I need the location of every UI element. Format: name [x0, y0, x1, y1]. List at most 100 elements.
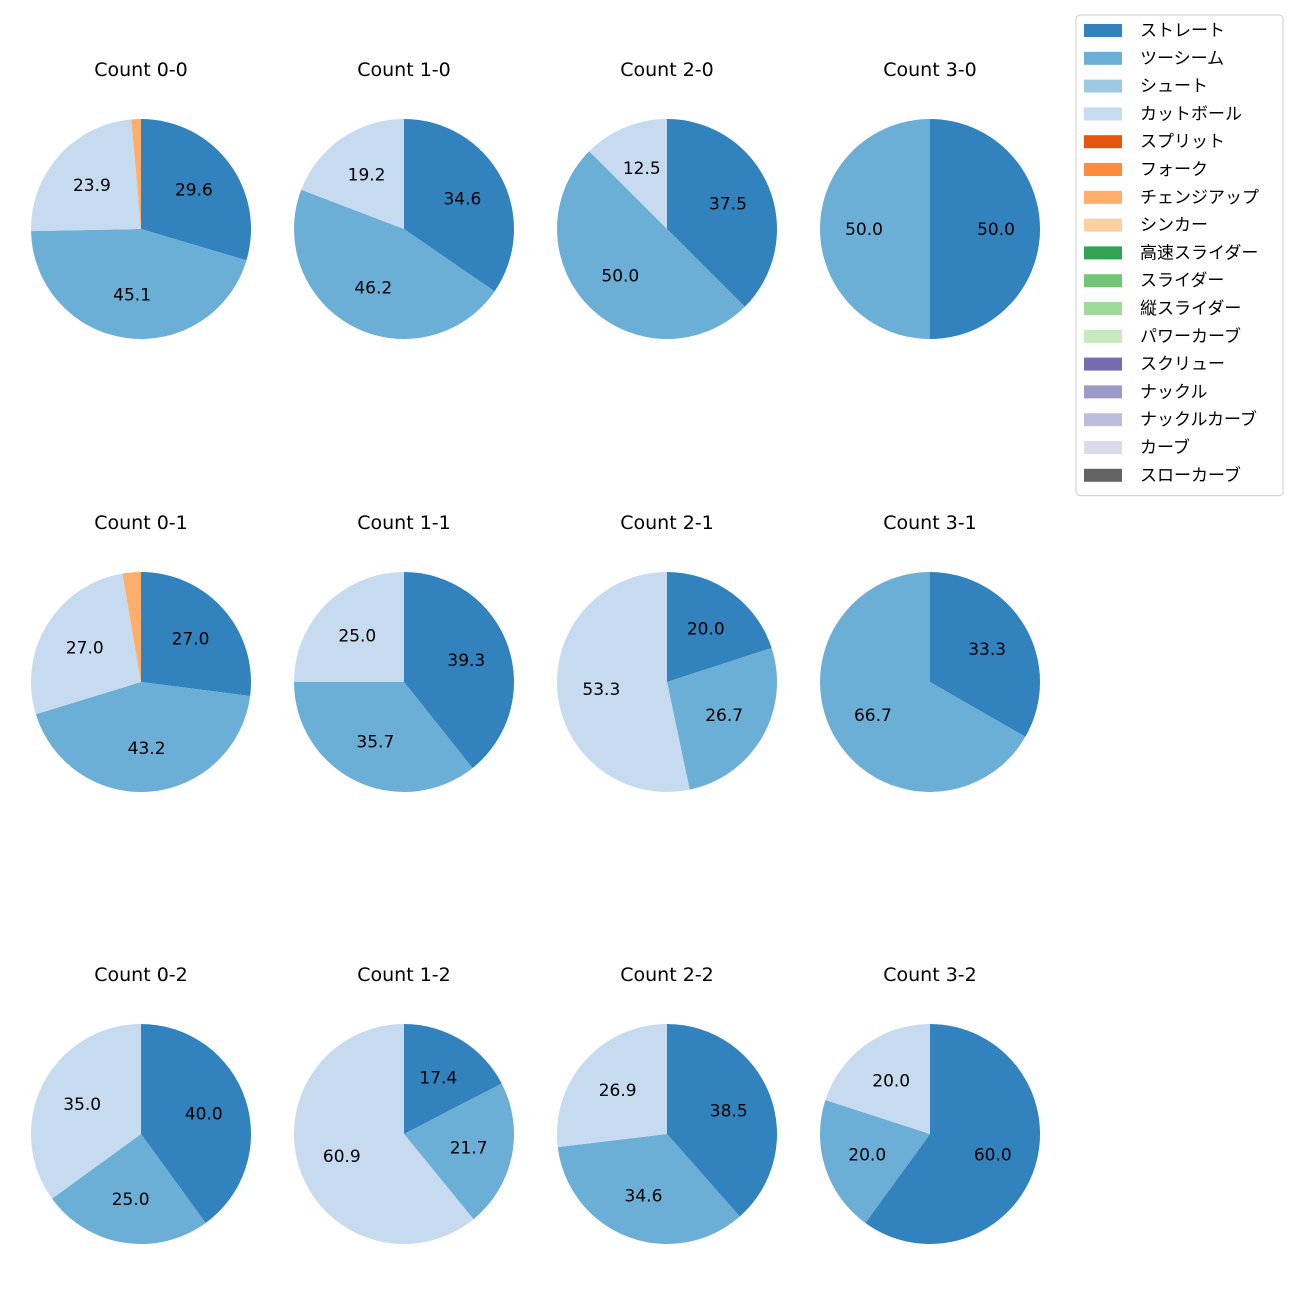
- legend-swatch: [1084, 329, 1122, 343]
- legend-swatch: [1084, 385, 1122, 399]
- pie-slice: [820, 1100, 930, 1223]
- legend-item: 高速スライダー: [1084, 243, 1258, 263]
- legend-label: チェンジアップ: [1140, 188, 1259, 208]
- pie-slice: [131, 119, 141, 229]
- legend-swatch: [1084, 79, 1122, 93]
- pie-slice: [667, 1024, 777, 1217]
- legend-swatch: [1084, 107, 1122, 121]
- legend-swatch: [1084, 441, 1122, 454]
- legend-swatch: [1084, 413, 1122, 427]
- legend-swatch: [1084, 190, 1122, 204]
- pie-6: Count 1-1 39.3 35.7 25.0: [294, 512, 514, 792]
- legend-label: パワーカーブ: [1140, 326, 1241, 347]
- legend-label: ナックル: [1140, 382, 1208, 402]
- pie-title: Count 0-2: [94, 964, 188, 986]
- legend-item: スライダー: [1084, 271, 1224, 291]
- pie-slice: [930, 119, 1040, 339]
- slice-label: 27.0: [172, 629, 210, 649]
- legend-item: フォーク: [1084, 160, 1208, 180]
- slice-label: 27.0: [66, 638, 104, 658]
- slice-label: 33.3: [968, 640, 1006, 660]
- pie-4: Count 3-0 50.0 50.0: [820, 59, 1040, 339]
- pie-slice: [556, 572, 690, 793]
- pie-slice: [52, 1134, 206, 1244]
- pie-slice: [865, 1024, 1040, 1244]
- pie-slice: [31, 1023, 142, 1199]
- legend-label: スクリュー: [1140, 355, 1225, 375]
- legend-swatch: [1084, 24, 1122, 37]
- slice-label: 26.7: [705, 706, 743, 726]
- pie-slice: [294, 572, 404, 682]
- pie-8: Count 3-1 33.3 66.7: [820, 512, 1041, 792]
- legend-item: スローカーブ: [1084, 465, 1241, 486]
- legend-item: シュート: [1084, 77, 1208, 97]
- legend-item: スプリット: [1084, 132, 1225, 152]
- slice-label: 17.4: [419, 1069, 457, 1089]
- slice-label: 19.2: [348, 166, 386, 186]
- legend-swatch: [1084, 163, 1122, 176]
- pie-slice: [825, 1024, 930, 1134]
- legend-item: ストレート: [1084, 21, 1225, 41]
- slice-label: 43.2: [128, 739, 166, 759]
- legend-swatch: [1084, 357, 1122, 371]
- legend-swatch: [1084, 274, 1122, 288]
- pie-slice: [122, 572, 141, 682]
- legend-swatch: [1084, 246, 1122, 260]
- legend-swatch: [1084, 468, 1122, 482]
- pie-title: Count 3-0: [883, 59, 977, 81]
- slice-label: 29.6: [175, 181, 213, 201]
- legend-swatch: [1084, 218, 1122, 232]
- legend-label: 縦スライダー: [1140, 299, 1241, 319]
- slice-label: 35.0: [63, 1095, 101, 1115]
- pie-slice: [930, 572, 1041, 737]
- pie-title: Count 2-2: [620, 964, 714, 986]
- legend-frame: [1075, 14, 1284, 497]
- pie-slice: [557, 151, 745, 339]
- pie-slice: [556, 1024, 667, 1148]
- slice-label: 34.6: [625, 1187, 663, 1207]
- pie-slice: [141, 572, 251, 696]
- pie-slice: [404, 119, 515, 292]
- slice-label: 34.6: [443, 189, 481, 209]
- pie-slice: [293, 1024, 474, 1245]
- pie-title: Count 1-2: [357, 964, 451, 986]
- pie-7: Count 2-1 20.0 26.7 53.3: [556, 512, 777, 793]
- legend-item: パワーカーブ: [1084, 326, 1241, 347]
- pie-title: Count 0-1: [94, 512, 188, 534]
- pie-slice: [141, 119, 251, 261]
- slice-label: 46.2: [354, 278, 392, 298]
- pie-5: Count 0-1 27.0 43.2 27.0: [31, 512, 251, 793]
- pie-title: Count 1-0: [357, 59, 451, 81]
- legend-item: カットボール: [1084, 104, 1242, 124]
- slice-label: 50.0: [601, 267, 639, 287]
- pie-slice: [404, 572, 514, 769]
- slice-label: 60.0: [974, 1145, 1012, 1165]
- pie-title: Count 3-2: [883, 964, 977, 986]
- slice-label: 50.0: [845, 220, 883, 240]
- pie-slice: [35, 682, 251, 793]
- legend-label: シンカー: [1140, 216, 1208, 236]
- legend-label: カットボール: [1140, 104, 1242, 124]
- slice-label: 21.7: [450, 1138, 488, 1158]
- legend-swatch: [1084, 51, 1122, 65]
- slice-label: 39.3: [447, 651, 485, 671]
- slice-label: 60.9: [323, 1147, 361, 1167]
- pie-slice: [301, 118, 404, 229]
- pie-slice: [294, 189, 495, 339]
- pie-slice: [294, 682, 473, 792]
- legend-label: 高速スライダー: [1140, 243, 1258, 263]
- pie-slice: [820, 572, 1026, 792]
- legend-item: ツーシーム: [1084, 49, 1224, 69]
- legend-item: シンカー: [1084, 216, 1208, 236]
- legend-item: 縦スライダー: [1084, 299, 1241, 319]
- pie-title: Count 0-0: [94, 59, 188, 81]
- slice-label: 37.5: [709, 195, 747, 215]
- legend-label: スプリット: [1140, 132, 1225, 152]
- pie-slice: [557, 1134, 740, 1244]
- legend-label: スライダー: [1140, 271, 1224, 291]
- pie-slice: [589, 119, 667, 229]
- slice-label: 50.0: [977, 220, 1015, 240]
- legend-item: チェンジアップ: [1084, 188, 1259, 208]
- legend-item: カーブ: [1084, 437, 1190, 458]
